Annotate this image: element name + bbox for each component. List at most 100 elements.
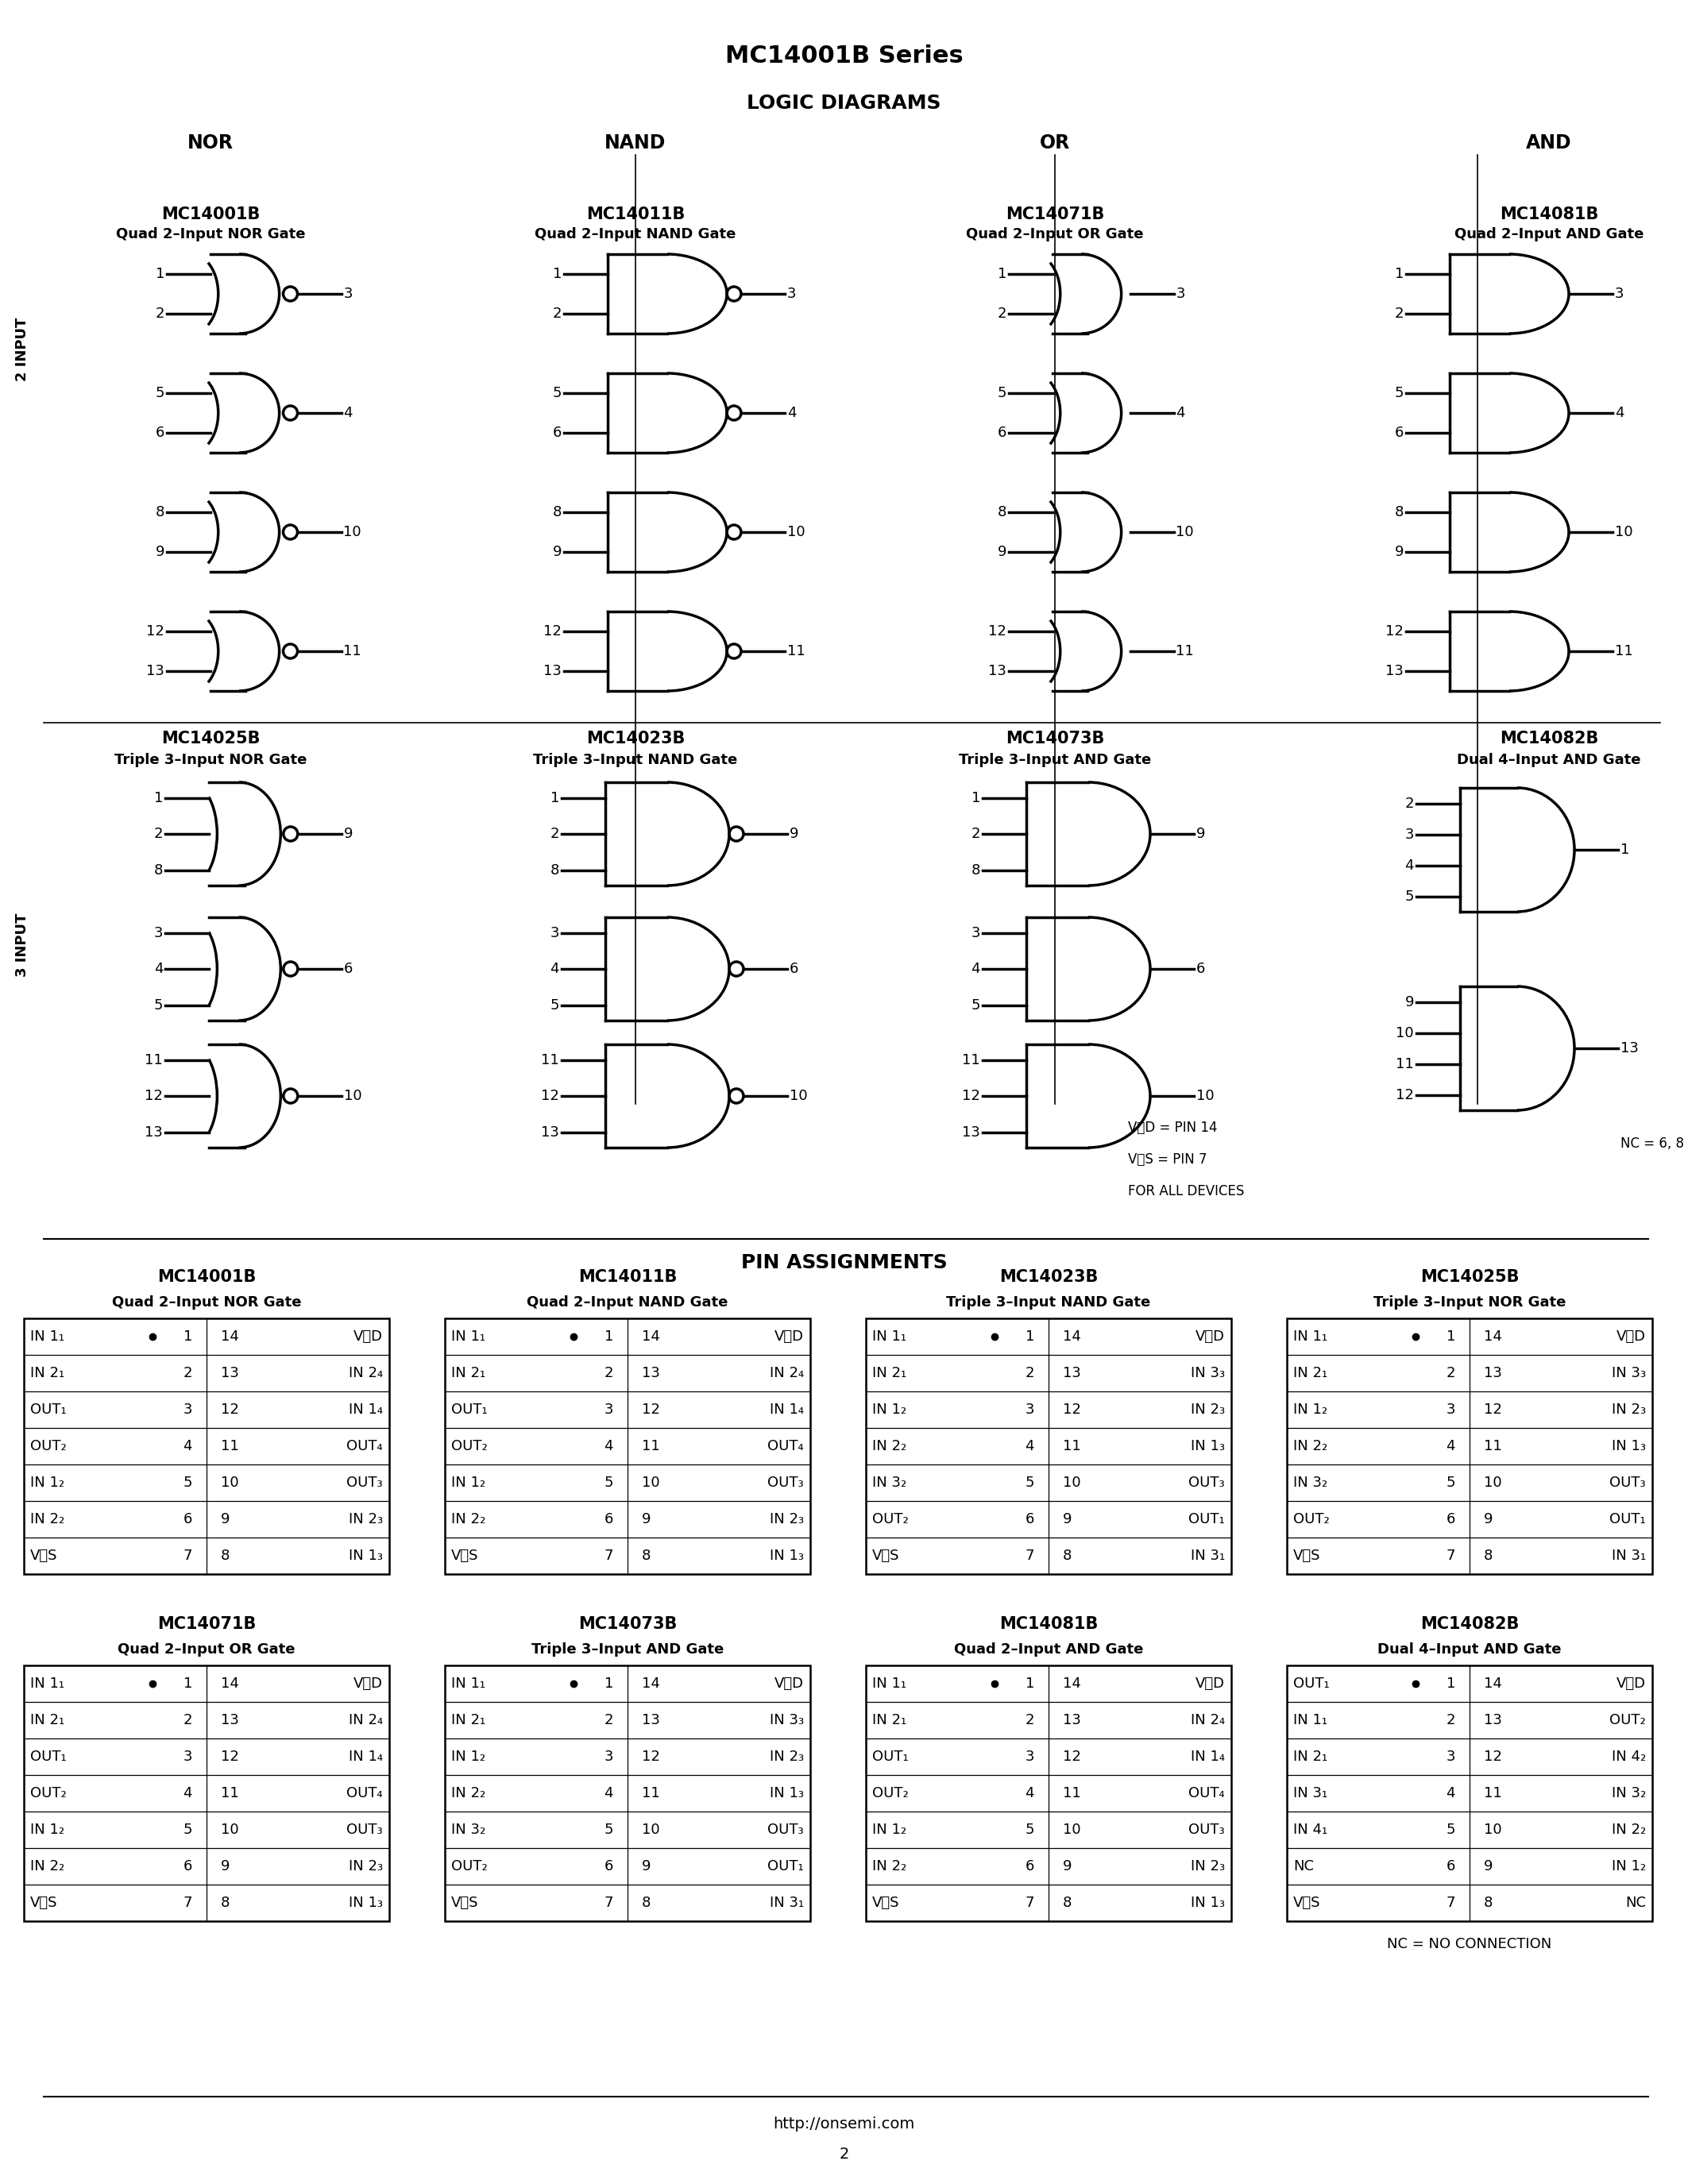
Text: LOGIC DIAGRAMS: LOGIC DIAGRAMS: [746, 94, 942, 114]
Text: 8: 8: [1063, 1896, 1072, 1911]
Text: V₝S: V₝S: [30, 1548, 57, 1564]
Text: 12: 12: [544, 625, 562, 638]
Text: 14: 14: [221, 1330, 240, 1343]
Text: IN 3₃: IN 3₃: [1190, 1365, 1225, 1380]
Text: 13: 13: [987, 664, 1006, 679]
Text: OUT₃: OUT₃: [768, 1824, 803, 1837]
Text: 1: 1: [1620, 843, 1629, 856]
Text: MC14025B: MC14025B: [160, 732, 260, 747]
Text: V₝D: V₝D: [1195, 1677, 1225, 1690]
Text: MC14011B: MC14011B: [577, 1269, 677, 1284]
Text: V₝D: V₝D: [775, 1677, 803, 1690]
Text: 12: 12: [1063, 1749, 1080, 1765]
Bar: [1286, 1666, 1653, 1922]
Text: 4: 4: [1615, 406, 1624, 419]
Text: 7: 7: [1025, 1896, 1035, 1911]
Text: Triple 3–Input NOR Gate: Triple 3–Input NOR Gate: [1374, 1295, 1566, 1310]
Text: MC14082B: MC14082B: [1499, 732, 1599, 747]
Text: 9: 9: [1063, 1859, 1072, 1874]
Text: 9: 9: [1394, 544, 1404, 559]
Text: 9: 9: [1484, 1859, 1492, 1874]
Text: 5: 5: [971, 998, 981, 1011]
Text: 3: 3: [1404, 828, 1415, 841]
Text: 6: 6: [790, 961, 798, 976]
Text: 14: 14: [1484, 1330, 1502, 1343]
Text: 8: 8: [641, 1896, 652, 1911]
Text: Quad 2–Input AND Gate: Quad 2–Input AND Gate: [954, 1642, 1143, 1658]
Text: Quad 2–Input NAND Gate: Quad 2–Input NAND Gate: [535, 227, 736, 242]
Text: V₝S: V₝S: [1293, 1896, 1320, 1911]
Text: 9: 9: [641, 1511, 652, 1527]
Text: 2: 2: [971, 828, 981, 841]
Text: MC14001B: MC14001B: [157, 1269, 257, 1284]
Text: IN 1₁: IN 1₁: [451, 1677, 486, 1690]
Text: 2: 2: [1404, 797, 1415, 810]
Text: 7: 7: [182, 1896, 192, 1911]
Text: IN 1₁: IN 1₁: [873, 1330, 906, 1343]
Text: 12: 12: [147, 625, 164, 638]
Text: 1: 1: [550, 791, 559, 806]
Text: IN 1₃: IN 1₃: [349, 1896, 383, 1911]
Text: IN 3₁: IN 3₁: [1612, 1548, 1646, 1564]
Text: OUT₄: OUT₄: [1188, 1787, 1225, 1800]
Text: 14: 14: [641, 1677, 660, 1690]
Bar: [1286, 1319, 1653, 1575]
Text: 11: 11: [1484, 1439, 1502, 1452]
Text: IN 2₂: IN 2₂: [451, 1511, 486, 1527]
Text: 8: 8: [552, 505, 562, 520]
Text: 5: 5: [154, 998, 164, 1011]
Text: OUT₁: OUT₁: [30, 1402, 66, 1417]
Text: 8: 8: [154, 863, 164, 878]
Text: IN 2₃: IN 2₃: [349, 1859, 383, 1874]
Text: 12: 12: [962, 1090, 981, 1103]
Text: 13: 13: [147, 664, 164, 679]
Text: OUT₁: OUT₁: [1188, 1511, 1225, 1527]
Text: 4: 4: [182, 1439, 192, 1452]
Text: OUT₂: OUT₂: [30, 1439, 66, 1452]
Text: 4: 4: [604, 1787, 613, 1800]
Text: 3: 3: [1447, 1402, 1455, 1417]
Text: 6: 6: [1394, 426, 1404, 439]
Text: IN 2₁: IN 2₁: [30, 1365, 64, 1380]
Text: 12: 12: [641, 1402, 660, 1417]
Text: MC14082B: MC14082B: [1420, 1616, 1519, 1631]
Text: IN 2₄: IN 2₄: [349, 1365, 383, 1380]
Text: V₝D: V₝D: [1617, 1677, 1646, 1690]
Text: OUT₃: OUT₃: [346, 1476, 383, 1489]
Text: V₝S: V₝S: [1293, 1548, 1320, 1564]
Text: 13: 13: [1063, 1712, 1080, 1728]
Text: 11: 11: [641, 1787, 660, 1800]
Text: 3: 3: [604, 1402, 613, 1417]
Text: MC14023B: MC14023B: [586, 732, 685, 747]
Text: 14: 14: [221, 1677, 240, 1690]
Text: 6: 6: [1447, 1511, 1455, 1527]
Text: 11: 11: [962, 1053, 981, 1068]
Text: NC = NO CONNECTION: NC = NO CONNECTION: [1388, 1937, 1551, 1950]
Text: Triple 3–Input AND Gate: Triple 3–Input AND Gate: [532, 1642, 724, 1658]
Text: 13: 13: [1620, 1042, 1639, 1055]
Text: 13: 13: [962, 1125, 981, 1140]
Text: IN 2₁: IN 2₁: [30, 1712, 64, 1728]
Text: 1: 1: [1394, 266, 1404, 282]
Text: 2: 2: [1025, 1712, 1035, 1728]
Text: 11: 11: [542, 1053, 559, 1068]
Text: 3: 3: [604, 1749, 613, 1765]
Text: 2: 2: [154, 828, 164, 841]
Bar: [446, 1666, 810, 1922]
Text: IN 1₂: IN 1₂: [30, 1824, 64, 1837]
Text: IN 3₁: IN 3₁: [770, 1896, 803, 1911]
Text: V₝S: V₝S: [30, 1896, 57, 1911]
Text: 9: 9: [1404, 994, 1415, 1009]
Bar: [24, 1319, 390, 1575]
Text: 1: 1: [604, 1677, 613, 1690]
Text: 6: 6: [344, 961, 353, 976]
Text: MC14071B: MC14071B: [1006, 207, 1104, 223]
Text: 1: 1: [971, 791, 981, 806]
Text: 7: 7: [1025, 1548, 1035, 1564]
Text: 8: 8: [550, 863, 559, 878]
Text: IN 1₂: IN 1₂: [451, 1749, 486, 1765]
Text: IN 2₃: IN 2₃: [1190, 1402, 1225, 1417]
Text: V₝D = PIN 14: V₝D = PIN 14: [1128, 1120, 1217, 1136]
Text: 7: 7: [604, 1548, 613, 1564]
Text: 12: 12: [221, 1749, 240, 1765]
